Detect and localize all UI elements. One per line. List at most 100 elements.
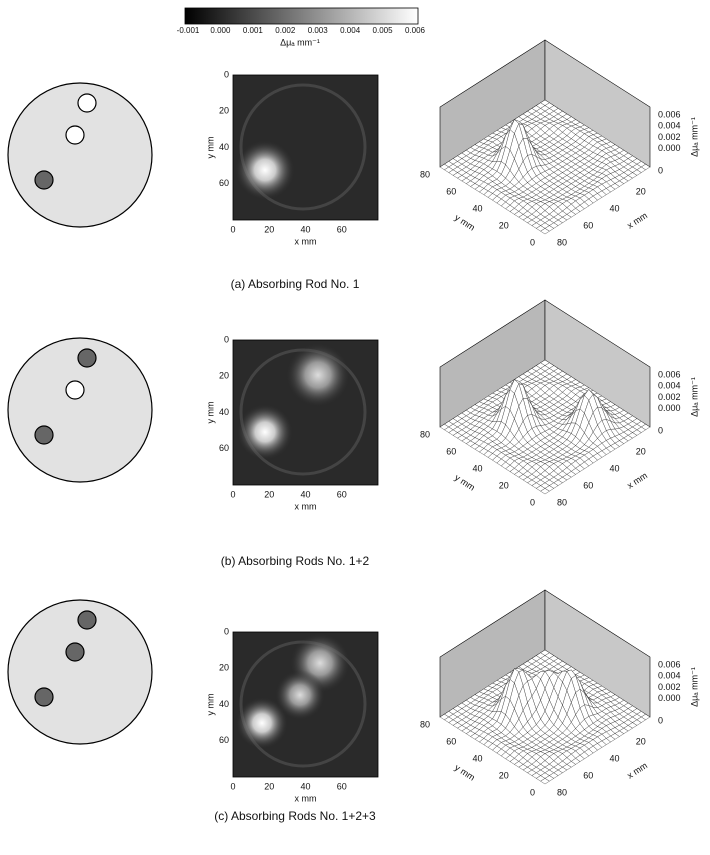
z-tick-label: 0.004 bbox=[658, 121, 681, 131]
image-blob bbox=[237, 404, 293, 460]
x-axis-label: x mm bbox=[625, 470, 649, 490]
x-tick-label: 60 bbox=[337, 781, 347, 791]
x-tick-label: 20 bbox=[264, 781, 274, 791]
y-tick-label: 20 bbox=[219, 106, 229, 116]
image-frame bbox=[232, 631, 379, 778]
colorbar-tick-label: 0.003 bbox=[308, 26, 329, 35]
z-tick-label: 0.006 bbox=[658, 109, 681, 119]
y-tick-label: 80 bbox=[420, 719, 430, 729]
z-tick-label: 0 bbox=[658, 715, 663, 725]
colorbar-tick-label: 0.006 bbox=[405, 26, 426, 35]
z-tick-label: 0.004 bbox=[658, 671, 681, 681]
z-axis-label: Δμₐ mm⁻¹ bbox=[689, 377, 699, 417]
image-blob bbox=[235, 140, 295, 200]
x-tick-label: 60 bbox=[583, 480, 593, 490]
z-axis-label: Δμₐ mm⁻¹ bbox=[689, 667, 699, 707]
y-tick-label: 60 bbox=[219, 178, 229, 188]
y-tick-label: 60 bbox=[219, 443, 229, 453]
y-tick-label: 20 bbox=[499, 480, 509, 490]
image-blob bbox=[275, 670, 325, 720]
x-tick-label: 60 bbox=[337, 224, 347, 234]
y-tick-label: 0 bbox=[530, 237, 535, 247]
y-tick-label: 0 bbox=[224, 334, 229, 344]
image-frame bbox=[232, 339, 379, 486]
colorbar-tick-label: -0.001 bbox=[177, 26, 200, 35]
x-tick-label: 20 bbox=[636, 446, 646, 456]
y-tick-label: 40 bbox=[472, 463, 482, 473]
z-tick-label: 0.006 bbox=[658, 659, 681, 669]
y-axis-label: y mm bbox=[205, 694, 215, 716]
z-tick-label: 0.002 bbox=[658, 682, 681, 692]
x-axis-label: x mm bbox=[295, 236, 317, 246]
rod bbox=[34, 425, 54, 445]
x-axis-label: x mm bbox=[295, 501, 317, 511]
x-tick-label: 0 bbox=[230, 781, 235, 791]
y-tick-label: 60 bbox=[219, 735, 229, 745]
y-tick-label: 0 bbox=[530, 497, 535, 507]
y-axis-label: y mm bbox=[453, 472, 477, 492]
y-tick-label: 40 bbox=[472, 203, 482, 213]
y-tick-label: 20 bbox=[499, 220, 509, 230]
y-tick-label: 0 bbox=[224, 69, 229, 79]
x-tick-label: 40 bbox=[300, 224, 310, 234]
z-tick-label: 0.002 bbox=[658, 392, 681, 402]
colorbar-tick-label: 0.001 bbox=[243, 26, 264, 35]
x-tick-label: 80 bbox=[557, 237, 567, 247]
x-tick-label: 40 bbox=[300, 781, 310, 791]
phantom bbox=[7, 599, 153, 745]
x-axis-label: x mm bbox=[625, 760, 649, 780]
y-tick-label: 40 bbox=[219, 699, 229, 709]
y-tick-label: 40 bbox=[219, 407, 229, 417]
z-tick-label: 0.000 bbox=[658, 143, 681, 153]
rod bbox=[65, 642, 85, 662]
caption: (b) Absorbing Rods No. 1+2 bbox=[221, 554, 370, 568]
rod bbox=[77, 93, 97, 113]
rod bbox=[65, 380, 85, 400]
surface-cell bbox=[540, 228, 550, 235]
z-tick-label: 0 bbox=[658, 165, 663, 175]
x-tick-label: 0 bbox=[230, 489, 235, 499]
colorbar-tick-label: 0.005 bbox=[373, 26, 394, 35]
y-tick-label: 60 bbox=[446, 446, 456, 456]
x-tick-label: 40 bbox=[610, 463, 620, 473]
image-blob bbox=[236, 697, 288, 749]
rod bbox=[65, 125, 85, 145]
y-tick-label: 20 bbox=[219, 663, 229, 673]
colorbar-label: Δμₐ mm⁻¹ bbox=[280, 37, 320, 47]
x-axis-label: x mm bbox=[295, 793, 317, 803]
x-tick-label: 20 bbox=[636, 736, 646, 746]
z-tick-label: 0.000 bbox=[658, 693, 681, 703]
colorbar-tick-label: 0.004 bbox=[340, 26, 361, 35]
y-axis-label: y mm bbox=[453, 762, 477, 782]
image-blob bbox=[286, 343, 350, 407]
z-tick-label: 0.006 bbox=[658, 369, 681, 379]
y-tick-label: 40 bbox=[219, 142, 229, 152]
z-tick-label: 0.004 bbox=[658, 381, 681, 391]
colorbar bbox=[184, 7, 419, 25]
y-tick-label: 60 bbox=[446, 736, 456, 746]
y-axis-label: y mm bbox=[453, 212, 477, 232]
x-tick-label: 40 bbox=[300, 489, 310, 499]
x-axis-label: x mm bbox=[625, 210, 649, 230]
x-tick-label: 40 bbox=[610, 753, 620, 763]
rod bbox=[77, 348, 97, 368]
caption: (a) Absorbing Rod No. 1 bbox=[231, 277, 360, 291]
y-tick-label: 80 bbox=[420, 169, 430, 179]
x-tick-label: 60 bbox=[337, 489, 347, 499]
x-tick-label: 80 bbox=[557, 497, 567, 507]
x-tick-label: 20 bbox=[636, 186, 646, 196]
z-tick-label: 0.000 bbox=[658, 403, 681, 413]
y-axis-label: y mm bbox=[205, 137, 215, 159]
y-tick-label: 20 bbox=[219, 371, 229, 381]
x-tick-label: 40 bbox=[610, 203, 620, 213]
z-tick-label: 0.002 bbox=[658, 132, 681, 142]
rod bbox=[34, 687, 54, 707]
image-frame bbox=[232, 74, 379, 221]
colorbar-tick-label: 0.002 bbox=[275, 26, 296, 35]
y-tick-label: 0 bbox=[530, 787, 535, 797]
z-axis-label: Δμₐ mm⁻¹ bbox=[689, 117, 699, 157]
y-tick-label: 80 bbox=[420, 429, 430, 439]
z-tick-label: 0 bbox=[658, 425, 663, 435]
